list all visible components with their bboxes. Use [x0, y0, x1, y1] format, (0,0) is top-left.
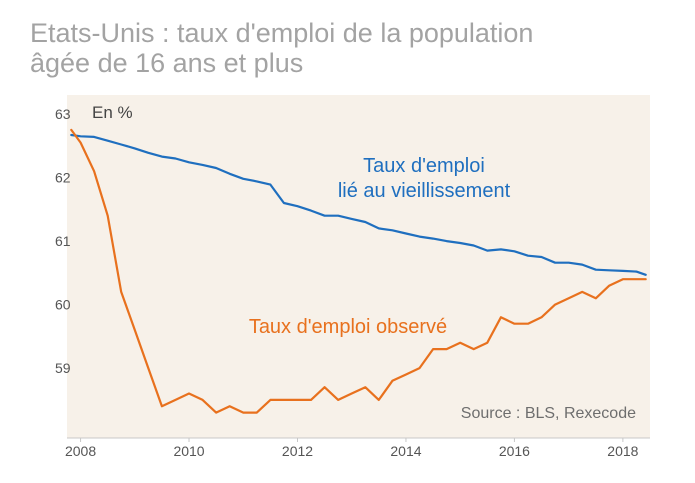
- x-tick-label: 2008: [65, 443, 96, 459]
- y-tick-label: 59: [55, 360, 71, 376]
- series-label-aging: Taux d'emploi lié au vieillissement: [338, 155, 511, 202]
- series-label-observed: Taux d'emploi observé: [249, 316, 447, 338]
- chart-title-line-1: Etats-Unis : taux d'emploi de la populat…: [30, 18, 534, 48]
- y-tick-label: 63: [55, 106, 71, 122]
- series-line-observed: [70, 128, 647, 414]
- source-note: Source : BLS, Rexecode: [461, 405, 636, 422]
- series-line-aging: [70, 133, 647, 276]
- x-tick-label: 2012: [282, 443, 313, 459]
- chart-title: Etats-Unis : taux d'emploi de la populat…: [30, 18, 533, 78]
- x-tick-label: 2016: [499, 443, 530, 459]
- y-tick-label: 61: [55, 233, 71, 249]
- x-tick-label: 2010: [173, 443, 204, 459]
- x-tick-label: 2018: [607, 443, 638, 459]
- unit-label: En %: [92, 103, 133, 122]
- plot-area: [67, 95, 650, 438]
- y-tick-label: 62: [55, 170, 71, 186]
- series-label-aging-line: Taux d'emploi: [363, 155, 485, 177]
- chart-title-line-2: âgée de 16 ans et plus: [30, 48, 304, 78]
- y-tick-label: 60: [55, 297, 71, 313]
- series-label-aging-line: lié au vieillissement: [338, 180, 511, 202]
- x-tick-label: 2014: [390, 443, 421, 459]
